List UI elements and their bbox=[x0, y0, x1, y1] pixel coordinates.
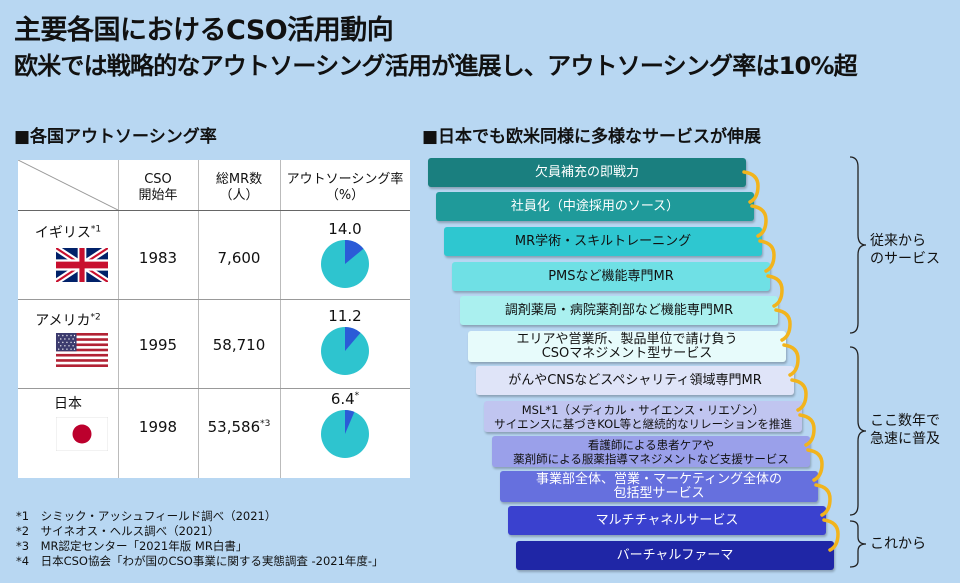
column-divider bbox=[198, 160, 199, 478]
service-step: PMSなど機能専門MR bbox=[452, 262, 770, 291]
rate-label: 14.0 bbox=[328, 220, 362, 238]
service-label: 社員化（中途採用のソース） bbox=[510, 198, 680, 214]
header-outsourcing-rate: アウトソーシング率 （%） bbox=[286, 172, 404, 203]
group-label-recent: ここ数年で 急速に普及 bbox=[870, 413, 940, 447]
pie-chart-uk bbox=[321, 240, 369, 288]
service-label: PMSなど機能専門MR bbox=[548, 268, 674, 284]
page-title: 主要各国におけるCSO活用動向 bbox=[14, 15, 394, 46]
curl-connector-icon bbox=[766, 274, 784, 308]
column-divider bbox=[280, 160, 281, 478]
cso-start-year: 1998 bbox=[138, 418, 178, 436]
footnote: *2 サイネオス・ヘルス調べ（2021） bbox=[16, 524, 220, 538]
page-subtitle: 欧米では戦略的なアウトソーシング活用が進展し、アウトソーシング率は10%超 bbox=[14, 52, 858, 80]
us-flag-icon bbox=[56, 333, 108, 367]
left-section-heading: ■各国アウトソーシング率 bbox=[14, 127, 217, 147]
pie-slice-outsourced bbox=[345, 410, 355, 434]
country-japan: 日本 bbox=[54, 396, 82, 412]
total-mr: 58,710 bbox=[212, 336, 266, 354]
brace-icon bbox=[849, 346, 867, 516]
curl-connector-icon bbox=[782, 343, 800, 377]
header-cso-start: CSO 開始年 bbox=[138, 172, 178, 203]
column-divider bbox=[118, 160, 119, 478]
curl-connector-icon bbox=[742, 170, 760, 204]
service-sublabel: 包括型サービス bbox=[613, 485, 705, 501]
service-label: 欠員補充の即戦力 bbox=[534, 164, 639, 180]
group-label-traditional: 従来から のサービス bbox=[870, 233, 940, 267]
brace-icon bbox=[849, 520, 867, 568]
uk-flag-icon bbox=[56, 248, 108, 282]
service-label: MSL*1（メディカル・サイエンス・リエゾン） bbox=[521, 402, 765, 417]
row-divider bbox=[18, 299, 410, 300]
curl-connector-icon bbox=[750, 204, 768, 238]
curl-connector-icon bbox=[758, 239, 776, 273]
curl-connector-icon bbox=[814, 483, 832, 517]
service-sublabel: 薬剤師による服薬指導マネジメントなど支援サービス bbox=[513, 451, 789, 466]
curl-connector-icon bbox=[806, 448, 824, 482]
rate-label: 6.4* bbox=[330, 390, 360, 408]
total-mr: 53,586*3 bbox=[207, 418, 271, 436]
pie-slice-outsourced bbox=[345, 327, 361, 351]
service-label: エリアや営業所、製品単位で請け負う bbox=[516, 331, 738, 347]
brace-icon bbox=[849, 156, 867, 334]
row-divider bbox=[18, 388, 410, 389]
service-label: マルチチャネルサービス bbox=[595, 512, 739, 528]
curl-connector-icon bbox=[798, 413, 816, 447]
service-label: がんやCNSなどスペシャリティ領域専門MR bbox=[508, 372, 762, 388]
country-us: アメリカ*2 bbox=[35, 312, 101, 329]
service-step: 調剤薬局・病院薬剤部など機能専門MR bbox=[460, 296, 778, 325]
footnote: *1 シミック・アッシュフィールド調べ（2021） bbox=[16, 509, 277, 523]
footnote: *3 MR認定センター「2021年版 MR白書」 bbox=[16, 539, 248, 553]
service-label: バーチャルファーマ bbox=[616, 547, 734, 563]
service-step: MR学術・スキルトレーニング bbox=[444, 227, 762, 256]
service-step: マルチチャネルサービス bbox=[508, 506, 826, 535]
group-label-future: これから bbox=[870, 536, 926, 552]
service-label: 調剤薬局・病院薬剤部など機能専門MR bbox=[504, 302, 734, 318]
service-sublabel: サイエンスに基づきKOL等と継続的なリレーションを推進 bbox=[494, 416, 792, 431]
service-step: 欠員補充の即戦力 bbox=[428, 158, 746, 187]
service-step: バーチャルファーマ bbox=[516, 541, 834, 570]
service-label: 事業部全体、営業・マーケティング全体の bbox=[536, 471, 782, 487]
right-section-heading: ■日本でも欧米同様に多様なサービスが伸展 bbox=[422, 127, 762, 147]
pie-slice-outsourced bbox=[345, 240, 364, 264]
cso-start-year: 1983 bbox=[138, 249, 178, 267]
japan-flag-icon bbox=[56, 417, 108, 451]
pie-chart-japan bbox=[321, 410, 369, 458]
service-step: エリアや営業所、製品単位で請け負う CSOマネジメント型サービス bbox=[468, 331, 786, 362]
outsourcing-rate-table: CSO 開始年 総MR数 （人） アウトソーシング率 （%） イギリス*1 19… bbox=[18, 160, 410, 478]
total-mr: 7,600 bbox=[217, 249, 261, 267]
header-total-mr: 総MR数 （人） bbox=[215, 172, 263, 203]
service-step: MSL*1（メディカル・サイエンス・リエゾン） サイエンスに基づきKOL等と継続的… bbox=[484, 401, 802, 432]
service-step: 事業部全体、営業・マーケティング全体の 包括型サービス bbox=[500, 471, 818, 502]
service-step: がんやCNSなどスペシャリティ領域専門MR bbox=[476, 366, 794, 395]
cso-start-year: 1995 bbox=[138, 336, 178, 354]
service-sublabel: CSOマネジメント型サービス bbox=[541, 345, 713, 361]
service-label: MR学術・スキルトレーニング bbox=[514, 233, 692, 249]
service-label: 看護師による患者ケアや bbox=[587, 437, 715, 452]
service-step: 社員化（中途採用のソース） bbox=[436, 192, 754, 221]
footnote: *4 日本CSO協会「わが国のCSO事業に関する実態調査 -2021年度-」 bbox=[16, 554, 384, 568]
curl-connector-icon bbox=[822, 518, 840, 552]
country-uk: イギリス*1 bbox=[34, 224, 102, 241]
curl-connector-icon bbox=[790, 378, 808, 412]
rate-label: 11.2 bbox=[328, 307, 362, 325]
row-divider bbox=[18, 210, 410, 211]
header-diagonal bbox=[18, 160, 118, 210]
service-step: 看護師による患者ケアや 薬剤師による服薬指導マネジメントなど支援サービス bbox=[492, 436, 810, 467]
pie-chart-us bbox=[321, 327, 369, 375]
curl-connector-icon bbox=[774, 308, 792, 342]
